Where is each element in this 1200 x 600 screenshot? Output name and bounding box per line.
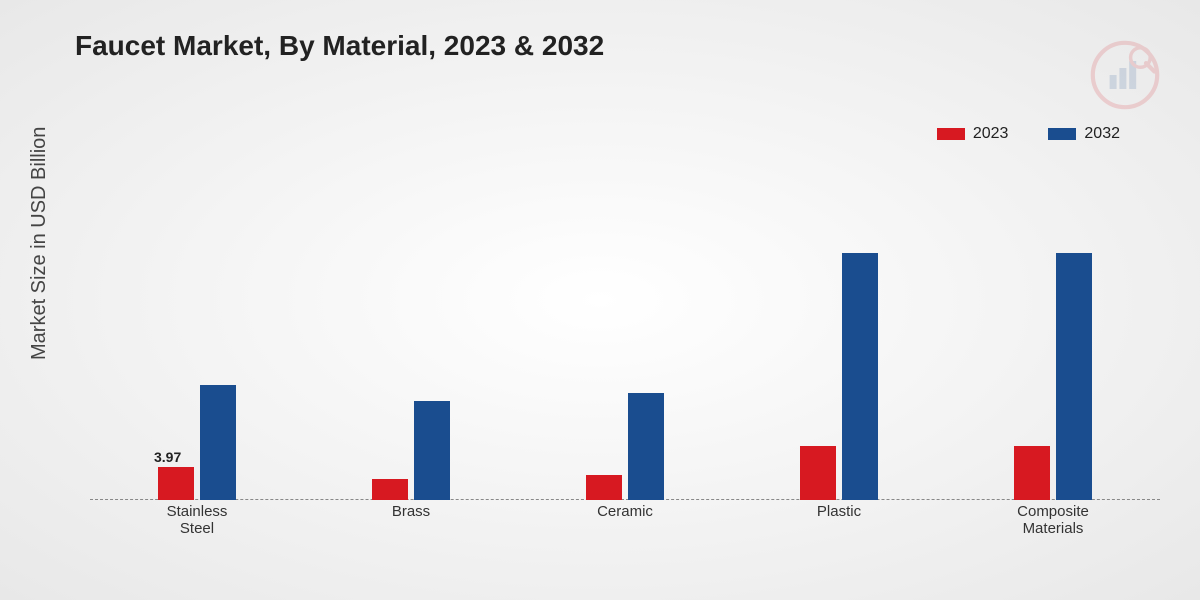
legend: 2023 2032	[937, 125, 1120, 143]
bar-2032-brass	[414, 401, 450, 500]
x-axis-labels: Stainless Steel Brass Ceramic Plastic Co…	[90, 500, 1160, 530]
legend-label-2023: 2023	[973, 125, 1009, 143]
bar-2023-stainless-steel: 3.97	[158, 467, 194, 500]
bar-2032-composite	[1056, 253, 1092, 501]
xlabel-stainless-steel: Stainless Steel	[137, 504, 257, 530]
bar-2032-stainless-steel	[200, 385, 236, 501]
bar-group-brass	[372, 401, 450, 500]
bar-2023-composite	[1014, 446, 1050, 500]
xlabel-plastic: Plastic	[779, 504, 899, 530]
bar-2032-plastic	[842, 253, 878, 501]
bar-group-composite	[1014, 253, 1092, 501]
value-label: 3.97	[154, 449, 181, 465]
legend-label-2032: 2032	[1084, 125, 1120, 143]
xlabel-brass: Brass	[351, 504, 471, 530]
legend-item-2023: 2023	[937, 125, 1009, 143]
legend-swatch-2023	[937, 128, 965, 140]
bar-groups: 3.97	[90, 170, 1160, 500]
chart-title: Faucet Market, By Material, 2023 & 2032	[75, 30, 604, 62]
bar-group-plastic	[800, 253, 878, 501]
xlabel-composite: Composite Materials	[993, 504, 1113, 530]
bar-2023-ceramic	[586, 475, 622, 500]
xlabel-ceramic: Ceramic	[565, 504, 685, 530]
chart-canvas: Faucet Market, By Material, 2023 & 2032 …	[0, 0, 1200, 600]
legend-item-2032: 2032	[1048, 125, 1120, 143]
legend-swatch-2032	[1048, 128, 1076, 140]
plot-area: 3.97 Stainless Steel Bra	[90, 170, 1160, 530]
y-axis-label: Market Size in USD Billion	[28, 127, 51, 360]
bar-2023-plastic	[800, 446, 836, 500]
bar-2032-ceramic	[628, 393, 664, 500]
watermark-logo	[1090, 40, 1160, 110]
bar-group-ceramic	[586, 393, 664, 500]
bar-2023-brass	[372, 479, 408, 500]
bar-group-stainless-steel: 3.97	[158, 385, 236, 501]
